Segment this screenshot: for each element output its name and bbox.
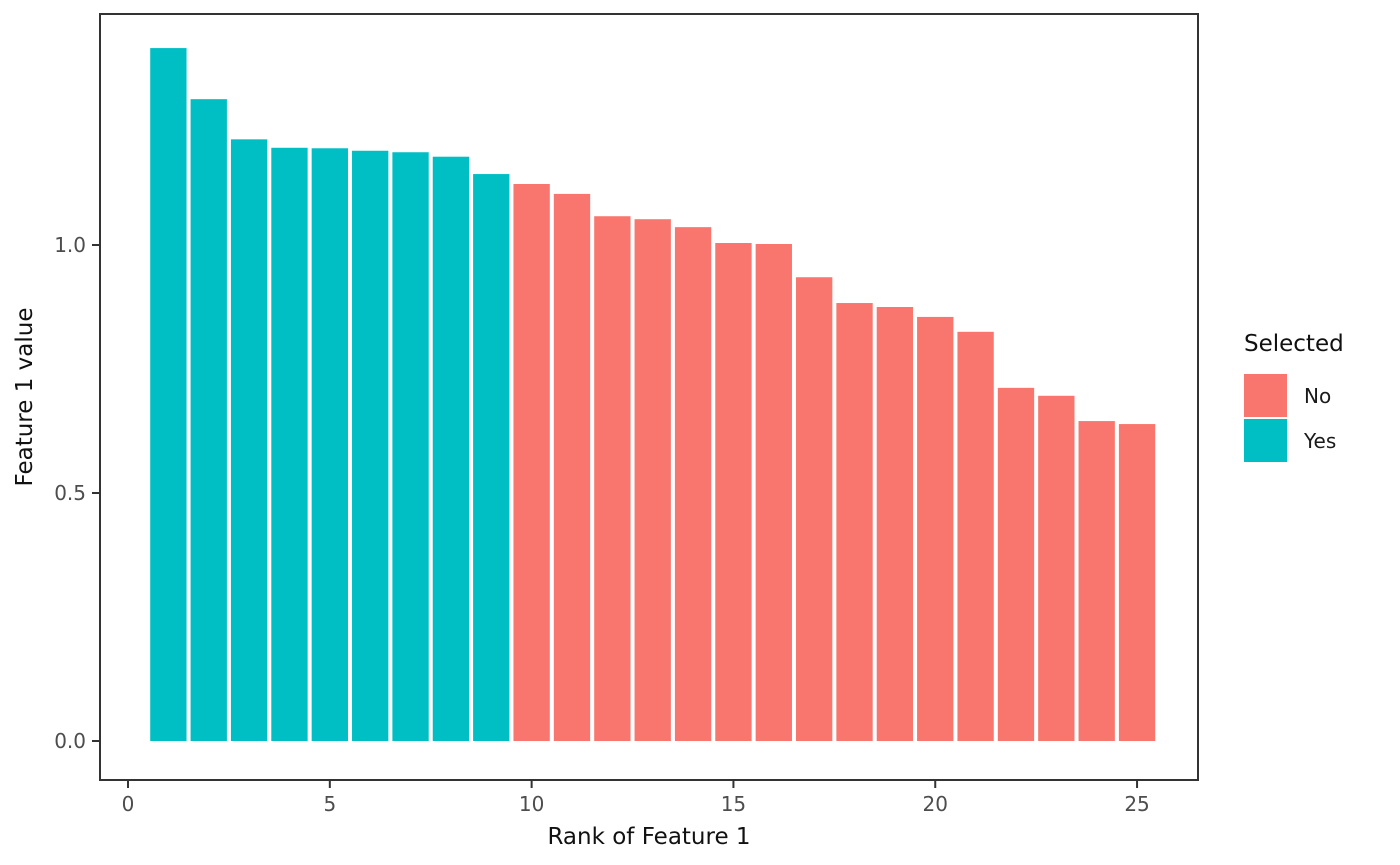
x-tick-label: 0 xyxy=(122,792,135,816)
bar-rank-5 xyxy=(311,148,348,742)
legend: Selected No Yes xyxy=(1244,331,1344,464)
y-axis-title: Feature 1 value xyxy=(12,308,38,487)
bar-rank-18 xyxy=(836,303,873,742)
x-tick-label: 5 xyxy=(323,792,336,816)
x-tick-label: 15 xyxy=(721,792,746,816)
bar-rank-16 xyxy=(755,244,792,742)
bar-rank-10 xyxy=(513,183,550,742)
x-tick-label: 20 xyxy=(923,792,948,816)
y-tick-label: 0.0 xyxy=(54,729,86,753)
bar-rank-3 xyxy=(230,139,268,742)
bar-rank-11 xyxy=(553,193,591,742)
plot-panel-border xyxy=(99,13,1199,781)
bar-rank-23 xyxy=(1038,395,1075,742)
bar-rank-25 xyxy=(1118,424,1156,742)
bar-rank-15 xyxy=(715,243,752,742)
x-axis-title: Rank of Feature 1 xyxy=(547,824,750,850)
bar-rank-20 xyxy=(917,316,954,742)
bar-rank-12 xyxy=(594,216,631,742)
legend-label-no: No xyxy=(1304,383,1332,408)
bar-rank-19 xyxy=(876,307,914,742)
bar-rank-1 xyxy=(150,48,187,742)
legend-item-yes: Yes xyxy=(1244,419,1344,462)
legend-swatch-no xyxy=(1244,374,1287,417)
legend-label-yes: Yes xyxy=(1304,428,1337,453)
bar-rank-4 xyxy=(271,147,308,742)
bar-rank-14 xyxy=(674,227,712,742)
bar-rank-24 xyxy=(1078,421,1115,742)
x-tick-label: 25 xyxy=(1124,792,1149,816)
bar-rank-8 xyxy=(432,156,470,742)
y-tick-label: 0.5 xyxy=(54,481,86,505)
axes-group: 0 5 10 15 20 25 0.0 0.5 1.0 xyxy=(54,233,1150,816)
bars-group xyxy=(150,48,1156,742)
bar-rank-21 xyxy=(957,331,994,742)
bar-rank-22 xyxy=(997,387,1035,742)
bar-rank-6 xyxy=(352,150,389,742)
bar-rank-2 xyxy=(190,99,227,742)
legend-swatch-yes xyxy=(1244,419,1287,462)
bar-rank-7 xyxy=(392,152,429,742)
bar-rank-13 xyxy=(634,219,671,742)
legend-item-no: No xyxy=(1244,374,1344,417)
bar-rank-9 xyxy=(473,174,510,742)
legend-title: Selected xyxy=(1244,331,1344,357)
x-tick-label: 10 xyxy=(519,792,544,816)
y-tick-label: 1.0 xyxy=(54,233,86,257)
bar-rank-17 xyxy=(796,277,833,742)
